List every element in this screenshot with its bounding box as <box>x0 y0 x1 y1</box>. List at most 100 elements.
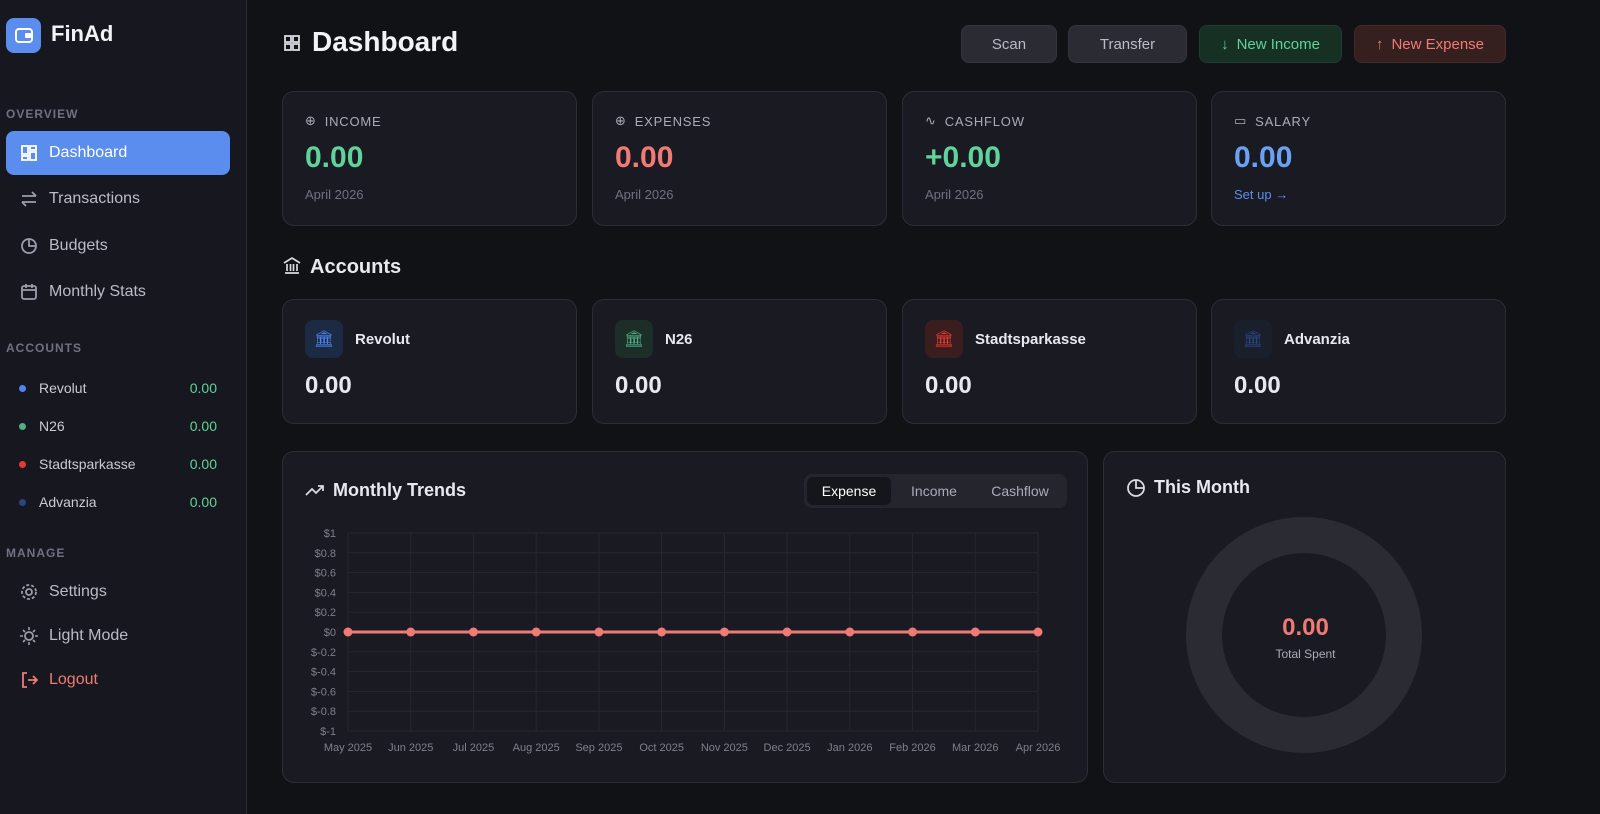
account-icon: 🏛 <box>925 320 963 358</box>
button[interactable]: ↑ New Expense <box>1354 25 1506 63</box>
account-row[interactable]: Stadtsparkasse 0.00 <box>19 454 217 474</box>
x-tick-label: Jan 2026 <box>827 742 872 754</box>
nav-item[interactable]: Transactions <box>6 177 230 221</box>
button-label: New Expense <box>1391 35 1485 53</box>
x-tick-label: Feb 2026 <box>889 742 935 754</box>
section-label: OVERVIEW <box>6 107 79 121</box>
stat-value: 0.00 <box>305 141 364 174</box>
account-card[interactable]: 🏛 Revolut 0.00 <box>282 299 577 424</box>
setup-link[interactable]: Set up → <box>1234 187 1289 202</box>
dashboard-icon <box>284 35 300 51</box>
total-label: Total Spent <box>1275 647 1336 661</box>
account-card[interactable]: 🏛 N26 0.00 <box>592 299 887 424</box>
button-label: Scan <box>991 35 1027 53</box>
account-value: 0.00 <box>189 418 217 434</box>
point <box>657 627 667 637</box>
y-tick-label: $0.6 <box>315 568 336 580</box>
account-row[interactable]: Revolut 0.00 <box>19 378 217 398</box>
stat-label: ∿ CASHFLOW <box>925 113 1025 129</box>
button-label: New Income <box>1236 35 1320 53</box>
nav-label: Logout <box>49 671 98 688</box>
stat-card: ⊕ EXPENSES 0.00 April 2026 <box>592 91 887 226</box>
stat-label-text: INCOME <box>324 113 382 129</box>
point <box>1033 627 1043 637</box>
point <box>343 627 353 637</box>
tabs: Expense Income Cashflow <box>804 474 1067 508</box>
stat-sub: April 2026 <box>925 187 984 202</box>
point <box>845 627 855 637</box>
x-tick-label: Oct 2025 <box>639 742 684 754</box>
stat-card: ⊕ INCOME 0.00 April 2026 <box>282 91 577 226</box>
nav-label: Budgets <box>49 237 108 254</box>
tab[interactable]: Expense <box>807 477 891 505</box>
nav-item[interactable]: Settings <box>6 570 230 614</box>
account-value: 0.00 <box>615 372 662 399</box>
account-name: Revolut <box>355 331 411 348</box>
nav-item[interactable]: Logout <box>6 658 230 702</box>
stat-label: ⊕ EXPENSES <box>615 113 712 129</box>
y-tick-label: $-1 <box>320 726 336 738</box>
account-icon: 🏛 <box>305 320 343 358</box>
y-tick-label: $1 <box>324 528 336 540</box>
account-value: 0.00 <box>305 372 352 399</box>
nav-item[interactable]: Budgets <box>6 224 230 268</box>
point <box>719 627 729 637</box>
account-value: 0.00 <box>1234 372 1281 399</box>
nav-label: Settings <box>49 583 107 600</box>
y-tick-label: $0.8 <box>315 548 336 560</box>
point <box>970 627 980 637</box>
y-tick-label: $0.4 <box>315 587 336 599</box>
stat-card: ▭ SALARY 0.00 Set up → <box>1211 91 1506 226</box>
account-card[interactable]: 🏛 Stadtsparkasse 0.00 <box>902 299 1197 424</box>
y-tick-label: $-0.4 <box>311 667 336 679</box>
account-name: Advanzia <box>39 494 97 510</box>
y-tick-label: $0.2 <box>315 607 336 619</box>
button[interactable]: Transfer <box>1068 25 1187 63</box>
this-month-panel: This Month 0.00 Total Spent <box>1103 451 1506 783</box>
panel-title: Monthly Trends <box>333 480 467 500</box>
y-tick-label: $-0.2 <box>311 647 336 659</box>
account-name: Stadtsparkasse <box>39 456 136 472</box>
point <box>468 627 478 637</box>
button[interactable]: ↓ New Income <box>1199 25 1342 63</box>
y-tick-label: $-0.8 <box>311 706 336 718</box>
point <box>531 627 541 637</box>
account-value: 0.00 <box>925 372 972 399</box>
button[interactable]: Scan <box>961 25 1057 63</box>
x-tick-label: Apr 2026 <box>1016 742 1061 754</box>
account-name: N26 <box>665 331 693 348</box>
account-row[interactable]: Advanzia 0.00 <box>19 492 217 512</box>
account-card[interactable]: 🏛 Advanzia 0.00 <box>1211 299 1506 424</box>
stat-label-text: EXPENSES <box>634 113 712 129</box>
account-row[interactable]: N26 0.00 <box>19 416 217 436</box>
stat-label-text: SALARY <box>1255 113 1311 129</box>
stat-label: ▭ SALARY <box>1234 113 1311 129</box>
stat-card: ∿ CASHFLOW +0.00 April 2026 <box>902 91 1197 226</box>
tab[interactable]: Income <box>911 483 957 499</box>
point <box>782 627 792 637</box>
stat-value: 0.00 <box>615 141 674 174</box>
nav-item[interactable]: Light Mode <box>6 614 230 658</box>
x-tick-label: Aug 2025 <box>513 742 560 754</box>
account-value: 0.00 <box>189 494 217 510</box>
logo <box>6 18 41 53</box>
point <box>406 627 416 637</box>
trend-icon <box>305 485 324 496</box>
nav-label: Light Mode <box>49 627 129 644</box>
button-label: Transfer <box>1099 35 1156 53</box>
x-tick-label: Jul 2025 <box>453 742 495 754</box>
point <box>908 627 918 637</box>
account-name: Stadtsparkasse <box>975 331 1086 348</box>
tab[interactable]: Cashflow <box>991 483 1049 499</box>
stat-label-text: CASHFLOW <box>944 113 1025 129</box>
x-tick-label: Sep 2025 <box>575 742 622 754</box>
bank-icon <box>283 256 301 274</box>
nav-item[interactable]: Dashboard <box>6 131 230 175</box>
stat-sub: April 2026 <box>615 187 674 202</box>
nav-item[interactable]: Monthly Stats <box>6 270 230 314</box>
line-chart: $-1 $-0.8 $-0.6 $-0.4 $-0.2 $0 $0.2 $0.4 $0.6 $0.… <box>311 528 1061 754</box>
account-name: Advanzia <box>1284 331 1350 348</box>
stat-label: ⊕ INCOME <box>305 113 382 129</box>
